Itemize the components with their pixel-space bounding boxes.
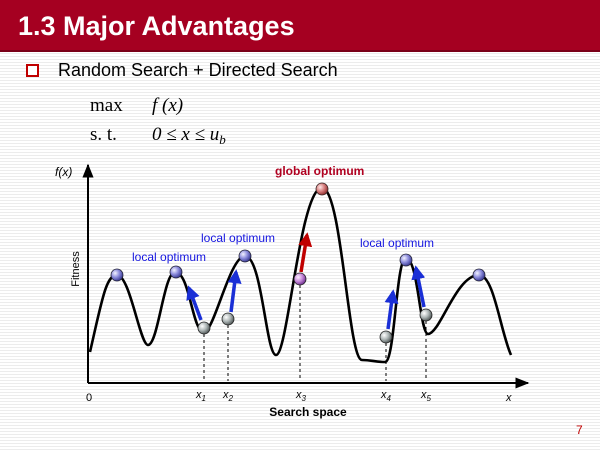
formula-objective: f (x) (152, 95, 184, 116)
slide-title: 1.3 Major Advantages (18, 11, 295, 41)
x4-label: x4 (380, 389, 392, 403)
x5-label: x5 (420, 389, 432, 403)
search-point-x4 (379, 330, 393, 344)
arrow-x3-to-global (298, 232, 313, 273)
title-rule (0, 50, 600, 52)
arrow-x5-to-local (411, 265, 426, 308)
local-optimum-point (169, 265, 183, 279)
local-optimum-point (110, 268, 124, 282)
local-optimum-label-1: local optimum (132, 250, 206, 264)
local-optimum-point (399, 253, 413, 267)
search-point-x5 (419, 308, 433, 322)
bullet-square-icon (26, 64, 39, 77)
x3-label: x3 (295, 389, 307, 403)
local-optimum-label-2: local optimum (201, 231, 275, 245)
formula-constraint-subscript: b (219, 132, 226, 147)
global-optimum-point (315, 182, 329, 196)
y-caption: Fitness (70, 251, 82, 287)
search-point-x2 (221, 312, 235, 326)
search-point-x3 (293, 272, 307, 286)
formula-max-keyword: max (90, 95, 123, 116)
page-number: 7 (576, 423, 583, 437)
x1-label: x1 (195, 389, 206, 403)
x2-label: x2 (222, 389, 234, 403)
arrow-x2-to-local (227, 269, 242, 313)
local-optimum-label-3: local optimum (360, 236, 434, 250)
formula-st-keyword: s. t. (90, 124, 117, 145)
arrow-x4-to-local (384, 289, 399, 330)
y-axis-label: f(x) (55, 165, 72, 179)
global-optimum-label: global optimum (275, 164, 364, 178)
formula-constraint-main: 0 ≤ x ≤ u (152, 124, 220, 145)
local-optimum-point (472, 268, 486, 282)
arrow-x1-to-local (186, 285, 203, 321)
x-axis-label: x (505, 392, 512, 404)
formula-constraint: 0 ≤ x ≤ ub (152, 124, 226, 148)
origin-label: 0 (86, 392, 92, 404)
title-bar: 1.3 Major Advantages (0, 0, 600, 50)
bullet-text: Random Search + Directed Search (58, 60, 338, 80)
search-point-x1 (197, 321, 211, 335)
x-caption: Search space (269, 405, 347, 419)
drop-lines (203, 279, 427, 381)
local-optimum-point (238, 249, 252, 263)
